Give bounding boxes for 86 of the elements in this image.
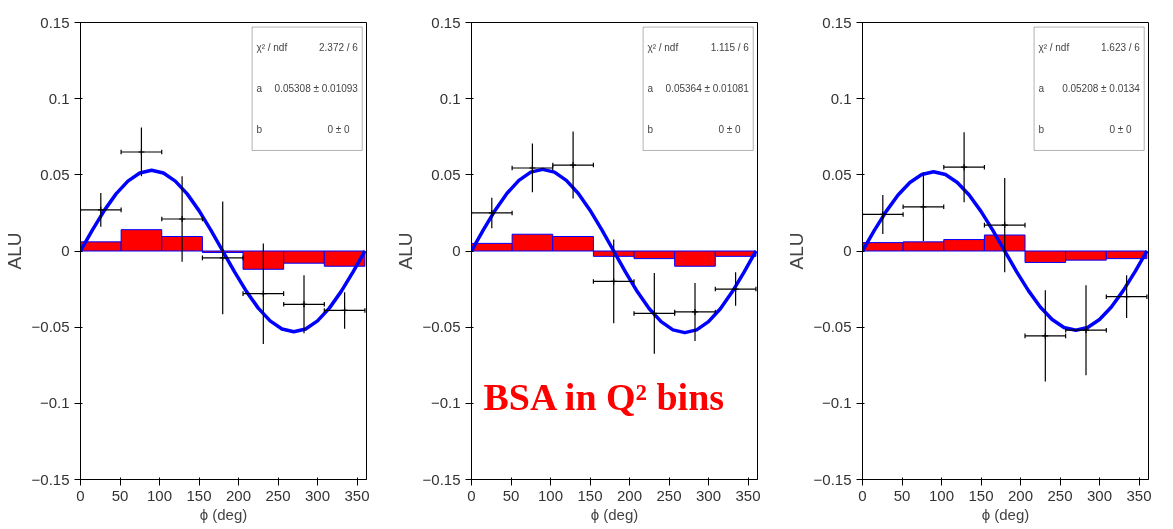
point	[691, 308, 699, 316]
annotation: χ² / ndf	[256, 42, 288, 54]
x-tick-label: 50	[893, 486, 911, 504]
y-tick-label: 0.1	[439, 89, 461, 107]
annotation: a	[647, 83, 654, 95]
y-tick-label: 0.05	[822, 165, 852, 183]
x-tick-label: 50	[111, 486, 129, 504]
annotation: 0 ± 0	[718, 124, 742, 136]
point	[528, 164, 537, 172]
x-tick-label: 150	[968, 486, 994, 504]
point	[137, 148, 146, 156]
point	[1082, 326, 1090, 334]
y-tick-label: 0.15	[40, 13, 70, 31]
annotation: 1.115 / 6	[710, 42, 750, 54]
x-axis-title: ϕ (deg)	[590, 505, 639, 523]
y-axis-title: ALU	[785, 232, 807, 270]
annotation: b	[1038, 124, 1045, 136]
x-tick-label: 100	[146, 486, 173, 504]
y-tick-label: 0.1	[48, 89, 70, 107]
annotation: 1.623 / 6	[1101, 42, 1141, 54]
point	[960, 163, 968, 171]
annotation: 0.05208 ± 0.0134	[1062, 83, 1141, 95]
annotation: 2.372 / 6	[319, 42, 359, 54]
x-tick-label: 200	[226, 486, 252, 504]
y-tick-label: −0.1	[39, 394, 70, 412]
y-tick-label: 0.05	[431, 165, 461, 183]
x-tick-label: 350	[735, 486, 761, 504]
annotation: 0 ± 0	[327, 124, 351, 136]
x-tick-label: 0	[76, 486, 85, 504]
x-axis-title: ϕ (deg)	[981, 505, 1030, 523]
point	[97, 206, 105, 214]
point	[1001, 221, 1009, 229]
x-tick-label: 100	[537, 486, 564, 504]
y-tick-label: −0.15	[813, 470, 852, 488]
y-tick-label: −0.1	[821, 394, 852, 412]
x-tick-label: 200	[1008, 486, 1034, 504]
y-tick-label: −0.1	[430, 394, 461, 412]
x-tick-label: 150	[186, 486, 212, 504]
y-tick-label: −0.05	[813, 318, 852, 336]
annotation: 0.05308 ± 0.01093	[274, 83, 359, 95]
annotation: 0.05364 ± 0.01081	[665, 83, 750, 95]
y-tick-label: 0.05	[40, 165, 70, 183]
annotation: χ² / ndf	[647, 42, 679, 54]
line-series	[471, 167, 758, 335]
y-tick-label: 0	[61, 242, 70, 259]
x-tick-label: 350	[1126, 486, 1152, 504]
x-tick-label: 300	[1087, 486, 1113, 504]
x-tick-label: 0	[858, 486, 867, 504]
annotation: b	[647, 124, 654, 136]
x-tick-label: 250	[1047, 486, 1073, 504]
annotation: 0 ± 0	[1109, 124, 1133, 136]
x-axis-title: ϕ (deg)	[199, 505, 248, 523]
annotation: a	[256, 83, 263, 95]
y-tick-label: 0.15	[822, 13, 852, 31]
y-tick-label: −0.05	[31, 318, 70, 336]
x-tick-label: 350	[344, 486, 370, 504]
x-tick-label: 100	[928, 486, 955, 504]
x-tick-label: 50	[502, 486, 520, 504]
y-tick-label: 0.15	[431, 13, 461, 31]
x-tick-label: 300	[696, 486, 722, 504]
x-tick-label: 200	[617, 486, 643, 504]
point	[219, 254, 227, 262]
y-tick-label: 0	[452, 242, 461, 259]
y-tick-label: −0.15	[31, 470, 70, 488]
point	[569, 161, 577, 169]
point	[178, 215, 186, 223]
x-tick-label: 250	[656, 486, 682, 504]
y-axis-title: ALU	[394, 232, 416, 270]
x-tick-label: 150	[577, 486, 603, 504]
x-tick-label: 0	[467, 486, 476, 504]
y-tick-label: −0.15	[422, 470, 461, 488]
annotation: b	[256, 124, 263, 136]
y-axis-title: ALU	[3, 232, 25, 270]
line-series	[862, 170, 1149, 332]
x-tick-label: 300	[305, 486, 331, 504]
annotation: BSA in Q² bins	[483, 376, 725, 419]
point	[300, 300, 308, 308]
x-tick-label: 250	[265, 486, 291, 504]
point	[732, 285, 740, 293]
annotation: χ² / ndf	[1038, 42, 1070, 54]
y-tick-label: 0.1	[830, 89, 852, 107]
annotation: a	[1038, 83, 1045, 95]
point	[488, 209, 496, 217]
line-series	[80, 168, 367, 334]
y-tick-label: −0.05	[422, 318, 461, 336]
y-tick-label: 0	[843, 242, 852, 259]
